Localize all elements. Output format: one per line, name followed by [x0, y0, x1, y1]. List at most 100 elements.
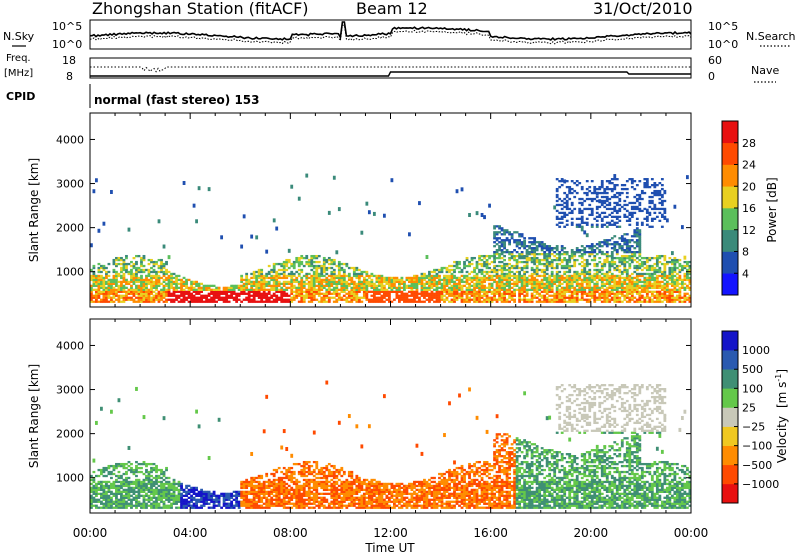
data-cell [413, 300, 416, 303]
data-cell [275, 294, 279, 297]
data-cell [668, 298, 672, 301]
data-cell [588, 262, 592, 266]
data-cell [150, 492, 153, 495]
data-cell [470, 284, 474, 288]
data-cell [650, 264, 654, 268]
data-cell [618, 243, 622, 246]
data-cell [543, 300, 547, 303]
data-cell [613, 209, 617, 213]
data-cell [608, 286, 612, 289]
data-cell [252, 290, 256, 293]
data-cell [638, 195, 642, 199]
data-cell [605, 199, 609, 203]
data-cell [500, 284, 504, 288]
data-cell [518, 260, 522, 264]
data-cell [443, 286, 446, 289]
data-cell [630, 282, 634, 286]
data-cell [673, 256, 677, 260]
data-cell [618, 296, 622, 299]
data-cell [398, 278, 401, 282]
data-cell [297, 260, 301, 264]
data-cell [152, 268, 156, 272]
data-cell [453, 284, 456, 288]
data-cell [593, 185, 597, 189]
data-cell [670, 288, 674, 291]
data-cell [530, 288, 534, 291]
data-cell [533, 294, 537, 297]
data-cell [102, 486, 106, 490]
data-cell [530, 251, 534, 254]
data-cell [663, 272, 667, 276]
data-cell [560, 217, 564, 220]
data-cell [638, 209, 642, 213]
data-cell [563, 211, 567, 215]
data-cell [325, 266, 329, 270]
data-cell [555, 199, 559, 203]
data-cell [130, 292, 133, 295]
data-cell [265, 298, 269, 301]
data-cell [555, 280, 559, 284]
data-cell [408, 232, 411, 237]
data-cell [235, 298, 239, 301]
data-cell [117, 500, 121, 503]
data-cell [147, 494, 151, 497]
data-cell [413, 274, 416, 278]
data-cell [440, 268, 444, 272]
data-cell [643, 178, 647, 181]
data-cell [337, 276, 341, 280]
data-cell [120, 300, 123, 303]
data-cell [658, 266, 662, 270]
data-cell [100, 276, 103, 280]
data-cell [92, 492, 96, 495]
data-cell [445, 290, 449, 293]
data-cell [137, 266, 141, 270]
data-cell [650, 300, 654, 303]
data-cell [463, 292, 466, 295]
data-cell [605, 274, 609, 278]
data-cell [643, 288, 647, 291]
data-cell [645, 264, 649, 268]
data-cell [110, 292, 113, 295]
data-cell [630, 178, 634, 181]
data-cell [145, 468, 148, 472]
data-cell [112, 290, 116, 293]
data-cell [588, 197, 592, 201]
data-cell [655, 296, 659, 299]
data-cell [565, 258, 569, 262]
data-cell [600, 262, 604, 266]
data-cell [498, 254, 501, 258]
data-cell [500, 256, 504, 260]
data-cell [140, 262, 143, 266]
data-cell [628, 239, 632, 242]
data-cell [335, 294, 339, 297]
data-cell [200, 294, 203, 297]
data-cell [460, 274, 464, 278]
data-cell [595, 225, 599, 228]
data-cell [380, 294, 384, 297]
data-cell [555, 203, 559, 207]
data-cell [187, 492, 191, 495]
data-cell [107, 484, 111, 488]
data-cell [495, 286, 499, 289]
data-cell [155, 478, 158, 482]
data-cell [473, 298, 476, 301]
data-cell [673, 264, 677, 268]
data-cell [115, 280, 118, 284]
data-cell [580, 270, 584, 274]
data-cell [320, 292, 324, 295]
data-cell [130, 502, 133, 505]
data-cell [613, 193, 617, 197]
data-cell [92, 504, 96, 507]
data-cell [140, 260, 143, 264]
data-cell [145, 290, 148, 293]
data-cell [157, 284, 161, 288]
data-cell [142, 462, 146, 466]
data-cell [468, 284, 471, 288]
data-cell [147, 294, 151, 297]
data-cell [613, 282, 617, 286]
data-cell [257, 282, 261, 286]
data-cell [670, 284, 674, 288]
data-cell [605, 197, 609, 201]
data-cell [670, 260, 674, 264]
data-cell [335, 250, 339, 255]
